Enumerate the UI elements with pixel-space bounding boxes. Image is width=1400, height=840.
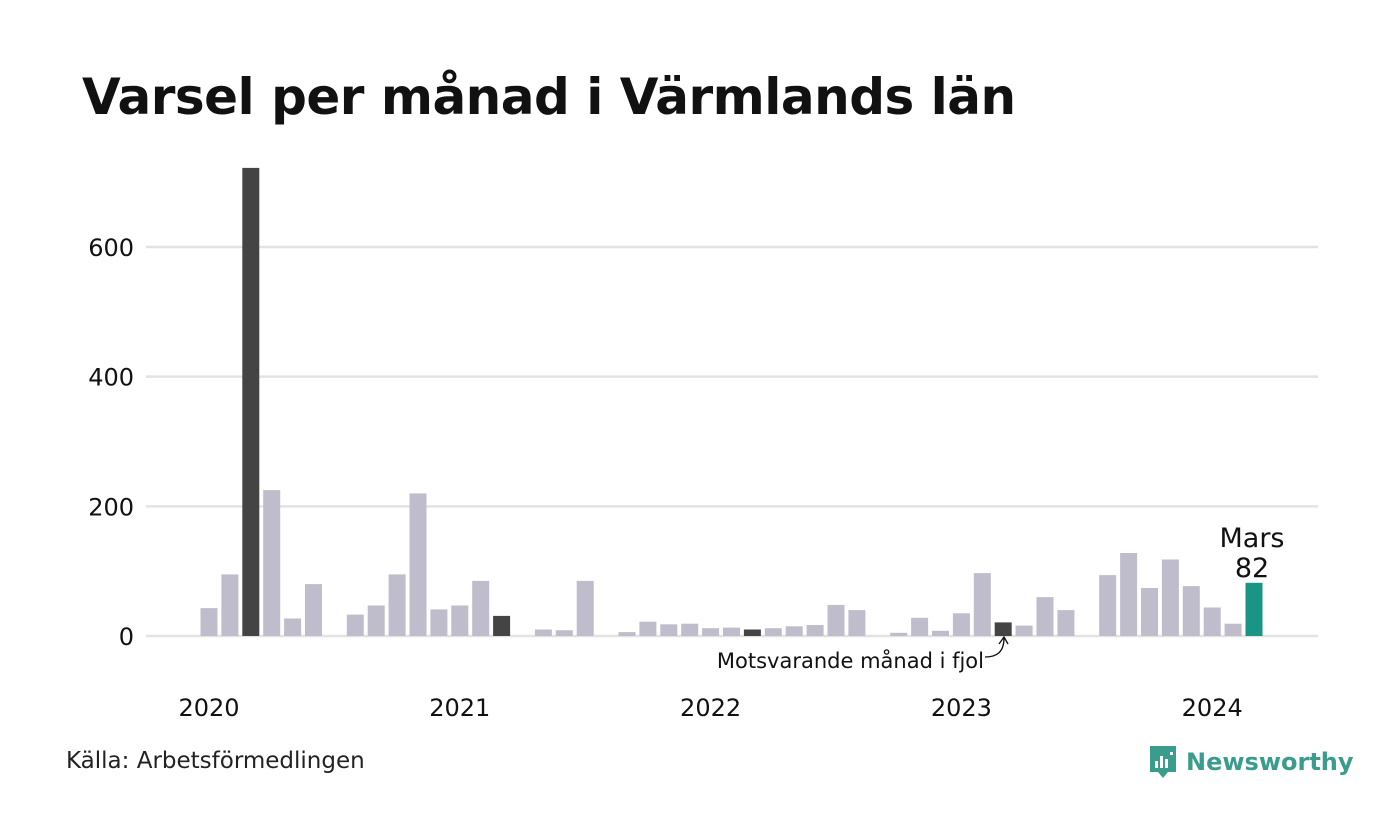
bar [952,613,970,636]
bar [367,605,385,636]
bar [1182,586,1200,636]
chart-title: Varsel per månad i Värmlands län [82,68,1016,126]
bar [1203,607,1221,636]
bar [1161,559,1179,636]
bar [639,621,657,636]
bar [472,580,490,636]
newsworthy-chart-icon [1150,746,1176,778]
bar [534,629,552,636]
bar [1099,575,1117,636]
y-tick-label: 0 [119,623,134,651]
bar [932,630,949,636]
highlight-month-label: Mars [1219,523,1284,554]
bar [430,609,448,636]
source-note: Källa: Arbetsförmedlingen [66,748,365,774]
bar [618,632,636,636]
bar [1120,553,1138,636]
bar [1224,623,1242,636]
bar-same-month-last-year [743,629,761,636]
bar [221,574,239,636]
bar [576,580,594,636]
x-tick-label: 2021 [429,694,490,722]
bar-highlight-current-month [1245,582,1263,636]
bar [388,574,406,636]
bar [200,608,218,636]
bar [973,573,991,636]
bar [827,604,845,636]
bar [890,632,908,636]
x-tick-label: 2023 [931,694,992,722]
annotation-arrowhead [998,635,1009,645]
bar [806,625,824,636]
bar [284,618,302,636]
x-tick-label: 2024 [1182,694,1243,722]
bar [555,630,573,636]
bar [305,584,322,636]
bar-chart: 0 200 400 600 2020 2021 2022 2023 2024 Motsvara… [88,167,1318,722]
y-tick-label: 600 [88,234,134,262]
y-tick-label: 200 [88,493,134,521]
bar [409,493,427,636]
bar [263,490,281,636]
bar-same-month-last-year [493,615,511,636]
bar [451,605,469,636]
annotation-arrow [984,637,1005,658]
y-tick-label: 400 [88,364,134,392]
logo-text: Newsworthy [1186,748,1354,776]
bar [660,624,678,636]
bar [1057,610,1075,636]
bar [723,627,740,636]
bar-same-month-last-year [242,167,260,636]
bar [1036,597,1054,636]
x-tick-label: 2022 [680,694,741,722]
highlight-value-label: 82 [1235,553,1269,584]
bar [702,628,720,636]
bar [764,628,782,636]
bar [681,623,699,636]
x-tick-label: 2020 [178,694,239,722]
bar [1141,588,1158,636]
newsworthy-logo: Newsworthy [1148,744,1354,780]
bar [848,610,866,636]
bar-same-month-last-year [994,622,1012,636]
bar [1015,625,1033,636]
bar [911,617,929,636]
bar [346,614,364,636]
bar [785,626,803,636]
same-month-annotation: Motsvarande månad i fjol [717,648,984,673]
